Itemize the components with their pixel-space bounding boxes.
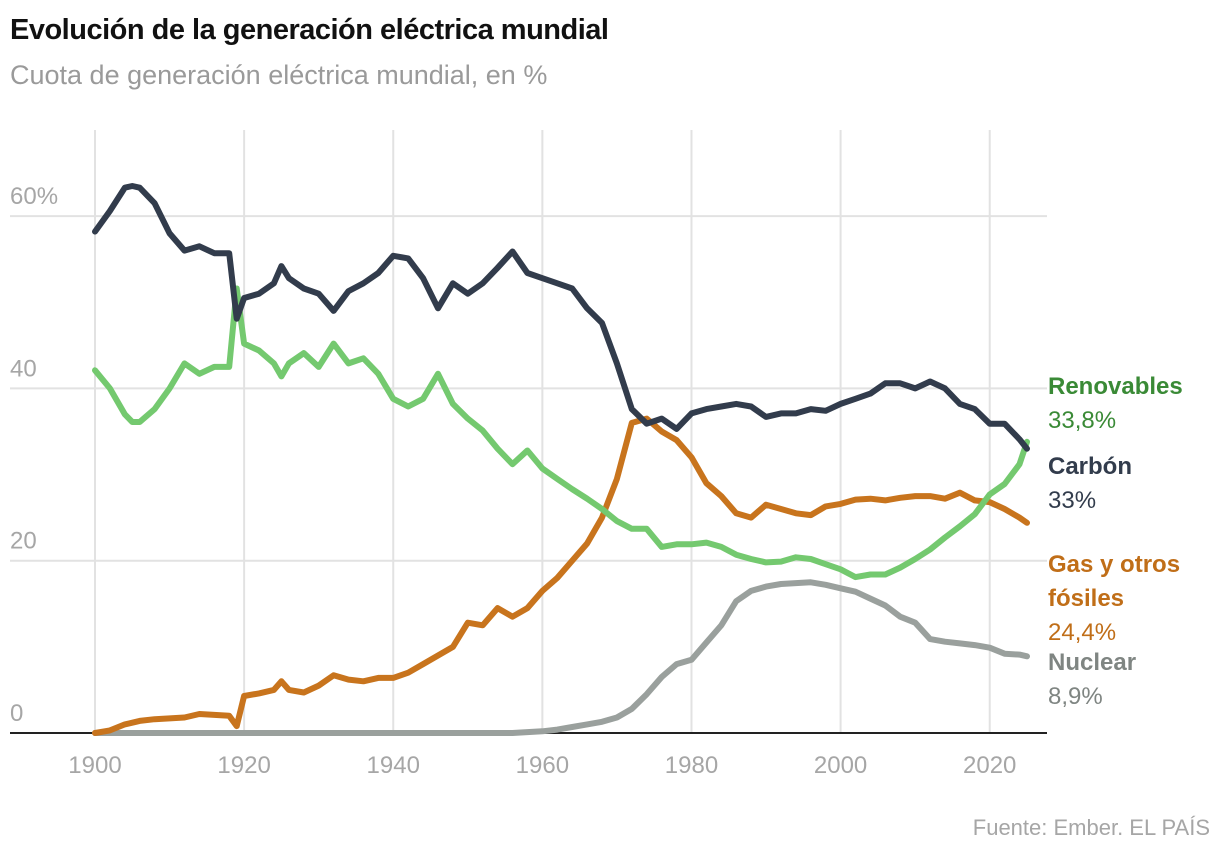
chart-subtitle: Cuota de generación eléctrica mundial, e…	[10, 60, 548, 90]
x-tick-label: 1980	[665, 752, 718, 779]
series-line	[92, 183, 1030, 452]
legend-name: Renovables	[1048, 373, 1183, 400]
series-line	[92, 285, 1030, 581]
legend-name: Carbón	[1048, 453, 1132, 480]
y-tick-label: 40	[10, 355, 37, 382]
series-line	[92, 415, 1030, 736]
series-line	[92, 579, 1030, 736]
x-tick-label: 1960	[516, 752, 569, 779]
y-tick-label: 0	[10, 700, 23, 727]
y-tick-label: 20	[10, 528, 37, 555]
value-label: 24,4%	[1048, 619, 1117, 646]
x-tick-label: 1940	[367, 752, 420, 779]
x-tick-label: 1920	[217, 752, 270, 779]
x-tick-label: 2020	[963, 752, 1016, 779]
end-label: Gas y otros fósiles 24,4%	[1048, 548, 1220, 650]
x-tick-label: 1900	[68, 752, 121, 779]
end-label: Carbón 33%	[1048, 450, 1220, 518]
legend-name: Gas y otros fósiles	[1048, 551, 1181, 612]
source: Fuente: Ember. EL PAÍS	[972, 815, 1210, 840]
end-label: Renovables 33,8%	[1048, 370, 1220, 438]
value-label: 8,9%	[1048, 683, 1103, 710]
chart-title: Evolución de la generación eléctrica mun…	[10, 14, 609, 46]
value-label: 33,8%	[1048, 407, 1117, 434]
legend-name: Nuclear	[1048, 649, 1137, 676]
x-tick-label: 2000	[814, 752, 867, 779]
y-tick-label: 60%	[10, 183, 58, 210]
value-label: 33%	[1048, 487, 1097, 514]
end-label: Nuclear 8,9%	[1048, 646, 1220, 714]
